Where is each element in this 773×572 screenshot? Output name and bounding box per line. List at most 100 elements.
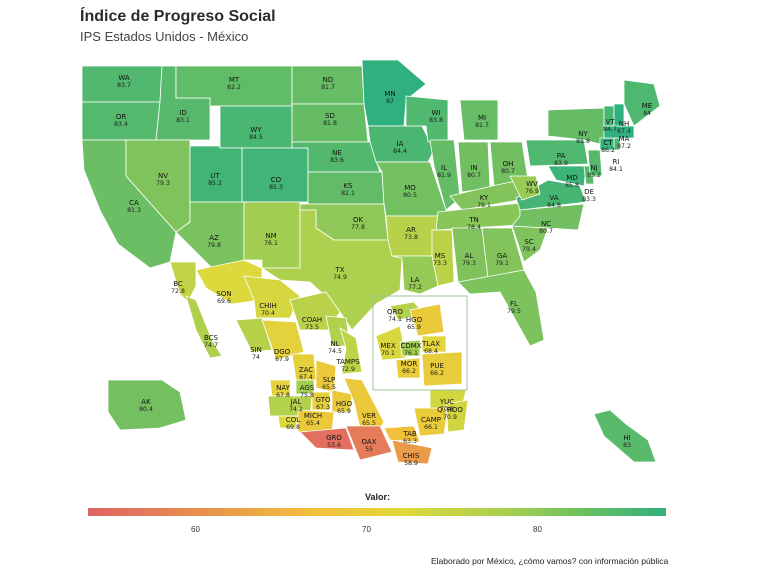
region-value-label: 81.3 (127, 207, 141, 214)
region-value-label: 74 (252, 354, 260, 361)
region-value-label: 65.9 (407, 324, 421, 331)
region-code-label: WI (432, 109, 441, 117)
region-code-label: WA (118, 74, 130, 82)
region-code-label: NJ (590, 164, 597, 172)
region-value-label: 80.7 (539, 228, 553, 235)
region-code-label: OR (116, 113, 127, 121)
region-il (429, 139, 461, 211)
region-tx (260, 209, 403, 331)
region-mn (361, 59, 427, 127)
region-code-label: OK (353, 216, 364, 224)
region-value-label: 73.5 (305, 324, 319, 331)
region-ms (431, 229, 455, 287)
region-value-label: 66.2 (402, 368, 416, 375)
region-code-label: WV (526, 180, 538, 188)
region-code-label: KS (343, 182, 353, 190)
region-value-label: 83.3 (582, 196, 596, 203)
region-value-label: 55 (365, 446, 373, 453)
region-hgo-inset (409, 303, 445, 337)
region-code-label: VER (362, 412, 376, 420)
region-code-label: MA (619, 135, 630, 143)
region-code-label: GRO (326, 434, 342, 442)
region-value-label: 85.3 (269, 184, 283, 191)
region-value-label: 65.9 (337, 408, 351, 415)
region-code-label: MO (404, 184, 416, 192)
region-value-label: 66.1 (424, 424, 438, 431)
region-code-label: GTO (316, 396, 331, 404)
region-code-label: VT (605, 118, 615, 126)
region-code-label: MN (384, 90, 395, 98)
region-code-label: NL (330, 340, 339, 348)
region-value-label: 84.4 (393, 148, 407, 155)
region-value-label: 83.4 (114, 121, 128, 128)
region-nj (587, 149, 603, 177)
legend-title: Valor: (365, 492, 391, 502)
region-value-label: 83.9 (554, 160, 568, 167)
region-value-label: 82.1 (341, 190, 355, 197)
region-code-label: WY (250, 126, 262, 134)
region-code-label: QRO (387, 308, 403, 316)
region-code-label: NC (541, 220, 551, 228)
region-value-label: 81.8 (323, 120, 337, 127)
region-code-label: CHIH (259, 302, 276, 310)
region-value-label: 73.8 (404, 234, 418, 241)
region-gto (311, 391, 331, 411)
region-code-label: IA (397, 140, 404, 148)
region-labels: WA83.7OR83.4CA81.3ID83.1NV79.3MT82.2WY84… (114, 74, 652, 467)
region-code-label: NE (332, 149, 342, 157)
region-code-label: SLP (323, 376, 336, 384)
region-code-label: RI (613, 158, 620, 166)
region-code-label: HGO (336, 400, 353, 408)
region-value-label: 80.7 (501, 168, 515, 175)
region-code-label: AGS (300, 384, 315, 392)
region-nh (613, 103, 625, 127)
region-code-label: CT (603, 139, 613, 147)
region-code-label: CDMX (400, 342, 421, 350)
region-code-label: BCS (204, 334, 219, 342)
region-mi (459, 99, 499, 141)
region-code-label: OH (503, 160, 514, 168)
region-value-label: 81.7 (475, 122, 489, 129)
region-value-label: 85.2 (208, 180, 222, 187)
region-mor (395, 357, 421, 379)
region-value-label: 53.6 (327, 442, 341, 449)
region-value-label: 76.1 (404, 350, 418, 357)
region-value-label: 84.8 (547, 202, 561, 209)
region-value-label: 86.2 (601, 147, 615, 154)
region-code-label: AK (141, 398, 151, 406)
legend-color-bar (88, 508, 666, 516)
region-value-label: 76.9 (525, 188, 539, 195)
region-value-label: 74.2 (289, 406, 303, 413)
region-value-label: 79.3 (462, 260, 476, 267)
region-mex (375, 325, 407, 361)
region-value-label: 75.8 (300, 392, 314, 399)
region-code-label: TX (334, 266, 344, 274)
region-code-label: UT (210, 172, 220, 180)
region-value-label: 58.9 (404, 460, 418, 467)
region-value-label: 81.7 (321, 84, 335, 91)
region-code-label: KY (480, 194, 489, 202)
region-value-label: 69.8 (286, 424, 300, 431)
region-code-label: TLAX (421, 340, 440, 348)
region-value-label: 80.4 (139, 406, 153, 413)
region-col (277, 415, 299, 429)
region-code-label: PA (557, 152, 566, 160)
region-code-label: SD (325, 112, 335, 120)
region-value-label: 67.8 (276, 392, 290, 399)
map-title: Índice de Progreso Social (80, 8, 276, 25)
region-code-label: CA (129, 199, 139, 207)
region-cdmx (399, 339, 421, 357)
region-co (241, 147, 309, 203)
region-bc (169, 261, 197, 303)
region-nc (511, 203, 585, 231)
region-code-label: MD (566, 174, 577, 182)
region-wv (509, 175, 541, 201)
region-code-label: MI (478, 114, 486, 122)
region-code-label: YUC (439, 398, 454, 406)
region-ny (547, 107, 609, 147)
region-code-label: BC (173, 280, 183, 288)
region-value-label: 74.1 (388, 316, 402, 323)
region-value-label: 80.5 (403, 192, 417, 199)
region-value-label: 79.5 (507, 308, 521, 315)
